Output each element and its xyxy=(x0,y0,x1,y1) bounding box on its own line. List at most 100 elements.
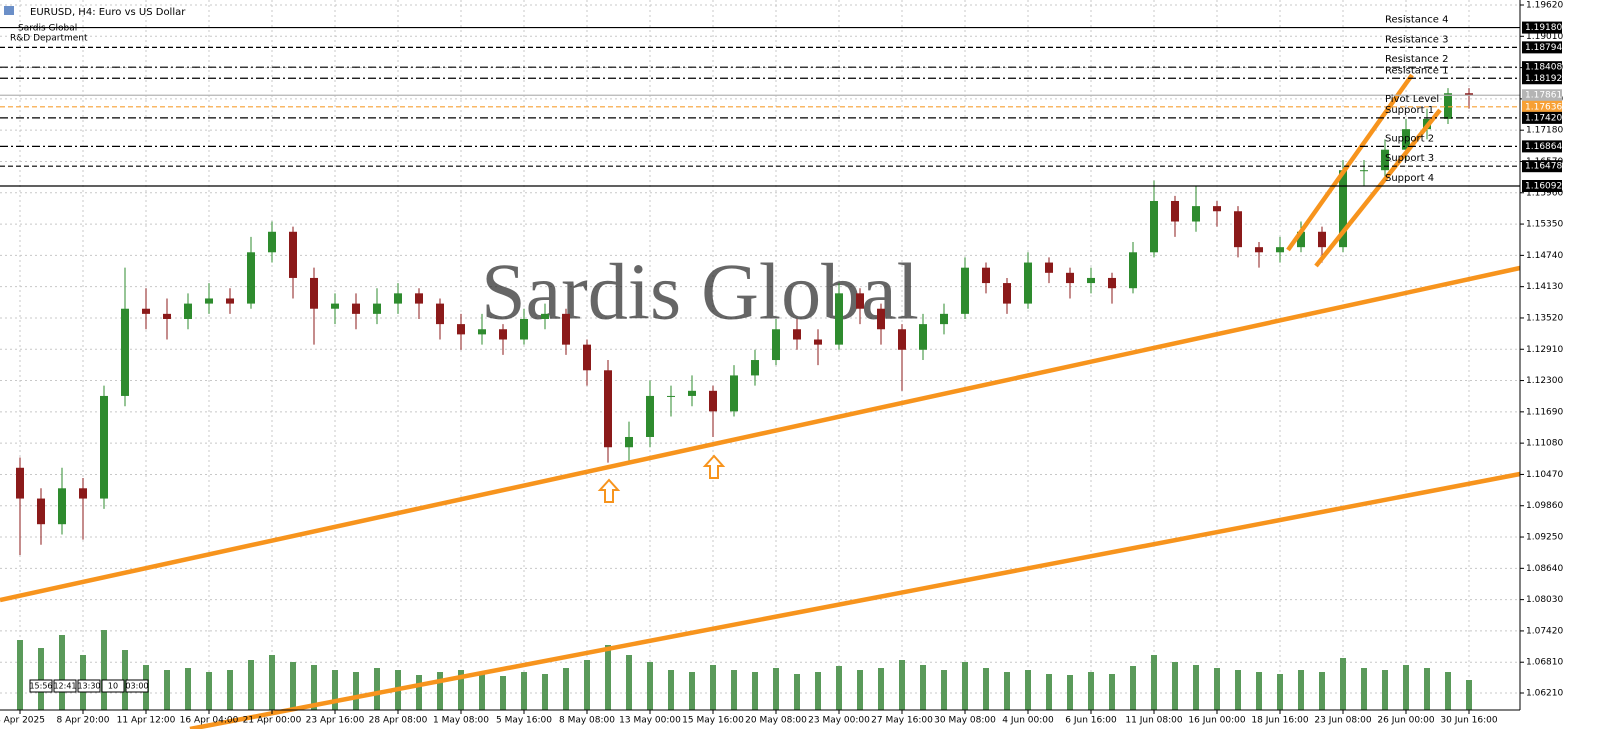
volume-bar xyxy=(1298,670,1304,710)
x-tick-label: 8 Apr 20:00 xyxy=(57,716,110,726)
x-tick-label: 4 Apr 2025 xyxy=(0,716,45,726)
price-label: 1.18794 xyxy=(1525,43,1562,53)
volume-bar xyxy=(1403,665,1409,710)
trend-lines xyxy=(0,73,1521,729)
candle-body xyxy=(352,303,360,314)
x-tick-label: 11 Apr 12:00 xyxy=(117,716,176,726)
x-tick-label: 20 May 08:00 xyxy=(745,716,807,726)
x-tick-label: 6 Jun 16:00 xyxy=(1065,716,1117,726)
volume-bar xyxy=(479,674,485,710)
volume-bar xyxy=(269,655,275,710)
candle-body xyxy=(415,293,423,304)
arrows xyxy=(597,454,726,503)
volume-bar xyxy=(752,672,758,710)
price-box xyxy=(1522,140,1562,153)
x-tick-label: 11 Jun 08:00 xyxy=(1125,716,1182,726)
level-name: Resistance 1 xyxy=(1385,65,1448,76)
candle-body xyxy=(268,231,276,253)
volume-bar xyxy=(626,655,632,710)
candle-body xyxy=(142,308,150,314)
time-box xyxy=(53,679,77,693)
candle-body xyxy=(1318,231,1326,248)
candle-body xyxy=(247,252,255,304)
candle-body xyxy=(289,231,297,278)
volume-bar xyxy=(1130,666,1136,710)
price-box xyxy=(1522,89,1562,102)
price-box xyxy=(1522,180,1562,193)
price-label: 1.16864 xyxy=(1525,142,1562,152)
y-tick-label: 1.07420 xyxy=(1526,626,1563,636)
x-tick-label: 30 Jun 16:00 xyxy=(1440,716,1497,726)
volume-bar xyxy=(1424,668,1430,710)
volume-bar xyxy=(983,668,989,710)
grid xyxy=(0,0,1520,710)
price-box xyxy=(1522,41,1562,54)
price-label: 1.17636 xyxy=(1525,102,1562,112)
candle-body xyxy=(520,318,528,340)
time-box xyxy=(101,679,125,693)
candle-body xyxy=(625,436,633,448)
y-tick-label: 1.09860 xyxy=(1526,501,1563,511)
volume-bar xyxy=(941,670,947,710)
candle-body xyxy=(562,313,570,345)
level-name: Resistance 4 xyxy=(1385,15,1448,26)
candle-body xyxy=(1066,272,1074,284)
candle-body xyxy=(1024,262,1032,304)
volume-bar xyxy=(458,670,464,710)
candle-body xyxy=(1255,247,1263,253)
x-tick-label: 27 May 16:00 xyxy=(871,716,933,726)
volume-bar xyxy=(311,665,317,710)
candle-body xyxy=(1402,129,1410,150)
candle-body xyxy=(373,303,381,314)
volume-bar xyxy=(290,662,296,710)
volume-bar xyxy=(899,660,905,710)
volume-bar xyxy=(857,670,863,710)
volume-bar xyxy=(1340,658,1346,710)
y-tick-label: 1.14740 xyxy=(1526,251,1563,261)
candle-layer xyxy=(16,88,1473,555)
x-tick-label: 26 Jun 00:00 xyxy=(1377,716,1434,726)
axis: 1.196201.190101.184001.177901.171801.165… xyxy=(0,1,1563,726)
volume-bar xyxy=(227,670,233,710)
candle-body xyxy=(793,329,801,340)
x-tick-label: 23 Jun 08:00 xyxy=(1314,716,1371,726)
x-tick-label: 1 May 08:00 xyxy=(433,716,489,726)
x-tick-label: 30 May 08:00 xyxy=(934,716,996,726)
x-tick-label: 4 Jun 00:00 xyxy=(1002,716,1054,726)
candle-body xyxy=(394,293,402,304)
volume-bar xyxy=(542,674,548,710)
up-arrow xyxy=(597,478,621,503)
price-label: 1.17861 xyxy=(1525,91,1562,101)
candle-body xyxy=(1381,149,1389,171)
volume-bar xyxy=(1256,672,1262,710)
volume-bar xyxy=(1151,655,1157,710)
volume-bar xyxy=(773,668,779,710)
candle-body xyxy=(814,339,822,345)
candle-body xyxy=(100,395,108,499)
y-tick-label: 1.17180 xyxy=(1526,126,1563,136)
candle-body xyxy=(982,267,990,284)
price-label: 1.19180 xyxy=(1525,23,1562,33)
y-tick-label: 1.06810 xyxy=(1526,658,1563,668)
price-box xyxy=(1522,61,1562,74)
candle-body xyxy=(1360,170,1368,172)
volume-bar xyxy=(1445,672,1451,710)
candle-body xyxy=(1150,200,1158,253)
candle-body xyxy=(940,313,948,325)
chart-title: EURUSD, H4: Euro vs US Dollar xyxy=(30,7,186,18)
y-tick-label: 1.11080 xyxy=(1526,439,1563,449)
candle-body xyxy=(856,293,864,309)
candle-body xyxy=(436,303,444,325)
candle-body xyxy=(604,370,612,448)
candle-body xyxy=(58,488,66,525)
volume-bar xyxy=(605,645,611,710)
candle-body xyxy=(1213,206,1221,212)
y-tick-label: 1.08030 xyxy=(1526,595,1563,605)
volume-bar xyxy=(500,676,506,710)
volume-bar xyxy=(731,670,737,710)
y-tick-label: 1.12910 xyxy=(1526,345,1563,355)
candle-body xyxy=(919,324,927,350)
volume-bar xyxy=(416,675,422,710)
candle-body xyxy=(646,395,654,437)
candle-body xyxy=(667,395,675,397)
